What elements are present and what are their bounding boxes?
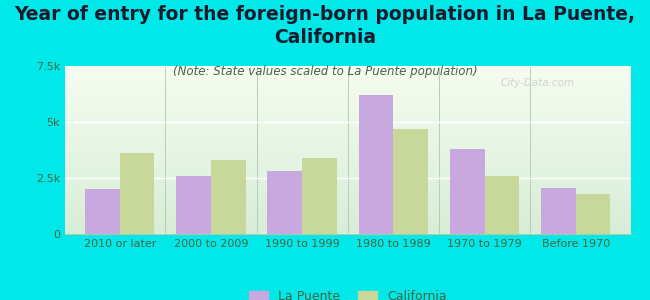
Bar (268, 171, 302, 234)
Bar (85, 189, 120, 234)
Bar (541, 188, 576, 234)
Bar (302, 158, 337, 234)
Bar (484, 176, 519, 234)
Legend: La Puente, California: La Puente, California (244, 285, 452, 300)
Bar (120, 153, 155, 234)
Bar (450, 149, 484, 234)
Bar (176, 176, 211, 234)
Text: Year of entry for the foreign-born population in La Puente,
California: Year of entry for the foreign-born popul… (14, 4, 636, 47)
Text: (Note: State values scaled to La Puente population): (Note: State values scaled to La Puente … (173, 64, 477, 77)
Text: City-Data.com: City-Data.com (500, 78, 575, 88)
Bar (211, 160, 246, 234)
Bar (359, 95, 393, 234)
Bar (393, 129, 428, 234)
Bar (576, 194, 610, 234)
